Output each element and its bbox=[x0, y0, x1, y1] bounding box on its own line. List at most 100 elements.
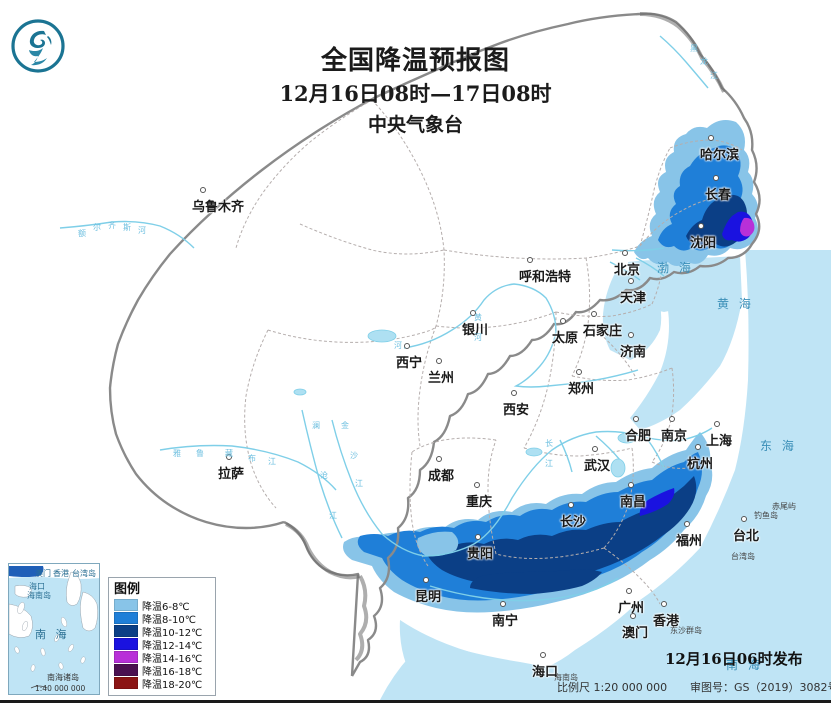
river-label-4: 江 bbox=[545, 459, 553, 468]
band-6-8 bbox=[417, 531, 459, 557]
inset-label-xianggang: 香港 bbox=[53, 569, 69, 578]
city-marker-dot bbox=[436, 358, 442, 364]
inset-scale: 1:40 000 000 bbox=[35, 684, 86, 693]
legend-item-label: 降温14-16℃ bbox=[142, 653, 203, 665]
south-china-sea-inset: 澳门 香港 台湾岛 海口 海南岛 南 海 南海诸岛 1:40 000 000 bbox=[8, 563, 100, 695]
river-label-14: 沧 bbox=[320, 471, 328, 480]
legend-color-swatch bbox=[114, 599, 138, 611]
city-marker-dot bbox=[511, 390, 517, 396]
legend-color-swatch bbox=[114, 664, 138, 676]
legend-color-swatch bbox=[114, 651, 138, 663]
inset-label-aomen: 澳门 bbox=[35, 569, 51, 578]
city-marker-dot bbox=[474, 482, 480, 488]
inset-map-graphic bbox=[9, 564, 99, 694]
legend-item: 降温18-20℃ bbox=[114, 677, 210, 691]
city-label-32: 南宁 bbox=[492, 614, 519, 629]
legend-color-swatch bbox=[114, 638, 138, 650]
city-marker-dot bbox=[669, 416, 675, 422]
release-time: 12月16日06时发布 bbox=[665, 650, 803, 668]
city-marker-dot bbox=[661, 601, 667, 607]
cooling-zone-south bbox=[343, 432, 713, 613]
inset-sea-label: 南 海 bbox=[35, 628, 70, 641]
city-label-24: 长沙 bbox=[560, 515, 587, 530]
river-label-0: 黄 bbox=[474, 313, 482, 322]
city-marker-dot bbox=[741, 516, 747, 522]
city-marker-dot bbox=[576, 369, 582, 375]
city-marker-dot bbox=[684, 521, 690, 527]
city-label-21: 杭州 bbox=[687, 457, 714, 472]
island-label-2: 钓鱼岛 bbox=[754, 511, 778, 520]
city-label-17: 上海 bbox=[706, 434, 733, 449]
city-marker-dot bbox=[714, 421, 720, 427]
river-label-13: 澜 bbox=[312, 421, 320, 430]
river-label-9: 江 bbox=[268, 457, 276, 466]
city-label-19: 成都 bbox=[428, 469, 455, 484]
rivers bbox=[59, 35, 713, 602]
band-12-14 bbox=[639, 488, 675, 516]
city-marker-dot bbox=[226, 454, 232, 460]
river-label-5: 雅 bbox=[173, 449, 181, 458]
city-marker-dot bbox=[436, 456, 442, 462]
city-marker-dot bbox=[698, 223, 704, 229]
river-label-2: 河 bbox=[394, 341, 402, 350]
inset-label-taiwandao: 台湾岛 bbox=[72, 569, 96, 578]
sea-label-0: 渤 海 bbox=[657, 261, 694, 275]
city-marker-dot bbox=[713, 175, 719, 181]
legend-item: 降温6-8℃ bbox=[114, 599, 210, 613]
river-label-19: 斯 bbox=[123, 223, 131, 232]
legend-item: 降温12-14℃ bbox=[114, 638, 210, 652]
city-marker-dot bbox=[540, 652, 546, 658]
legend-item-label: 降温16-18℃ bbox=[142, 666, 203, 678]
river-label-12: 江 bbox=[355, 479, 363, 488]
river-label-1: 河 bbox=[474, 333, 482, 342]
river-label-3: 长 bbox=[545, 439, 553, 448]
city-label-30: 香港 bbox=[653, 614, 680, 629]
inset-label-haikou: 海口 bbox=[29, 582, 45, 591]
city-label-12: 兰州 bbox=[428, 371, 455, 386]
city-label-1: 哈尔滨 bbox=[700, 148, 740, 163]
city-label-8: 太原 bbox=[552, 331, 579, 346]
sea-label-2: 东 海 bbox=[760, 439, 797, 453]
city-label-26: 台北 bbox=[733, 529, 760, 544]
city-label-23: 南昌 bbox=[620, 495, 647, 510]
city-marker-dot bbox=[404, 343, 410, 349]
city-label-18: 拉萨 bbox=[218, 467, 245, 482]
legend-item: 降温16-18℃ bbox=[114, 664, 210, 678]
city-label-15: 合肥 bbox=[625, 429, 652, 444]
city-label-11: 西宁 bbox=[396, 356, 423, 371]
city-label-31: 澳门 bbox=[622, 626, 649, 641]
river-label-6: 鲁 bbox=[196, 449, 204, 458]
river-label-16: 额 bbox=[78, 229, 86, 238]
province-borders bbox=[235, 99, 743, 605]
river-label-17: 尔 bbox=[93, 223, 101, 232]
ocean-areas bbox=[380, 250, 831, 700]
legend-item-label: 降温12-14℃ bbox=[142, 640, 203, 652]
city-marker-dot bbox=[470, 310, 476, 316]
city-label-2: 长春 bbox=[705, 188, 732, 203]
city-marker-dot bbox=[695, 444, 701, 450]
city-marker-dot bbox=[628, 332, 634, 338]
band-14-16 bbox=[740, 217, 755, 237]
legend-item: 降温8-10℃ bbox=[114, 612, 210, 626]
legend-title: 图例 bbox=[114, 582, 141, 597]
city-marker-dot bbox=[423, 577, 429, 583]
legend-item-label: 降温6-8℃ bbox=[142, 601, 190, 613]
city-label-3: 沈阳 bbox=[690, 236, 717, 251]
sea-label-1: 黄 海 bbox=[717, 297, 754, 311]
city-label-27: 贵阳 bbox=[467, 547, 494, 562]
legend-item-label: 降温8-10℃ bbox=[142, 614, 196, 626]
city-marker-dot bbox=[628, 278, 634, 284]
cma-dragon-logo bbox=[11, 19, 65, 73]
city-marker-dot bbox=[628, 482, 634, 488]
city-label-4: 呼和浩特 bbox=[519, 270, 572, 285]
city-marker-dot bbox=[626, 588, 632, 594]
cooling-zone-southwest bbox=[417, 531, 459, 557]
city-label-6: 天津 bbox=[620, 291, 647, 306]
map-scale: 比例尺 1:20 000 000 bbox=[557, 681, 668, 694]
city-marker-dot bbox=[592, 446, 598, 452]
legend-item-label: 降温18-20℃ bbox=[142, 679, 203, 691]
river-label-22: 龙 bbox=[700, 57, 708, 66]
city-marker-dot bbox=[633, 416, 639, 422]
legend-box: 图例 降温6-8℃ 降温8-10℃ 降温10-12℃ 降温12-14℃ 降温14-16℃… bbox=[108, 577, 216, 696]
inset-islands-label: 南海诸岛 bbox=[47, 673, 79, 682]
